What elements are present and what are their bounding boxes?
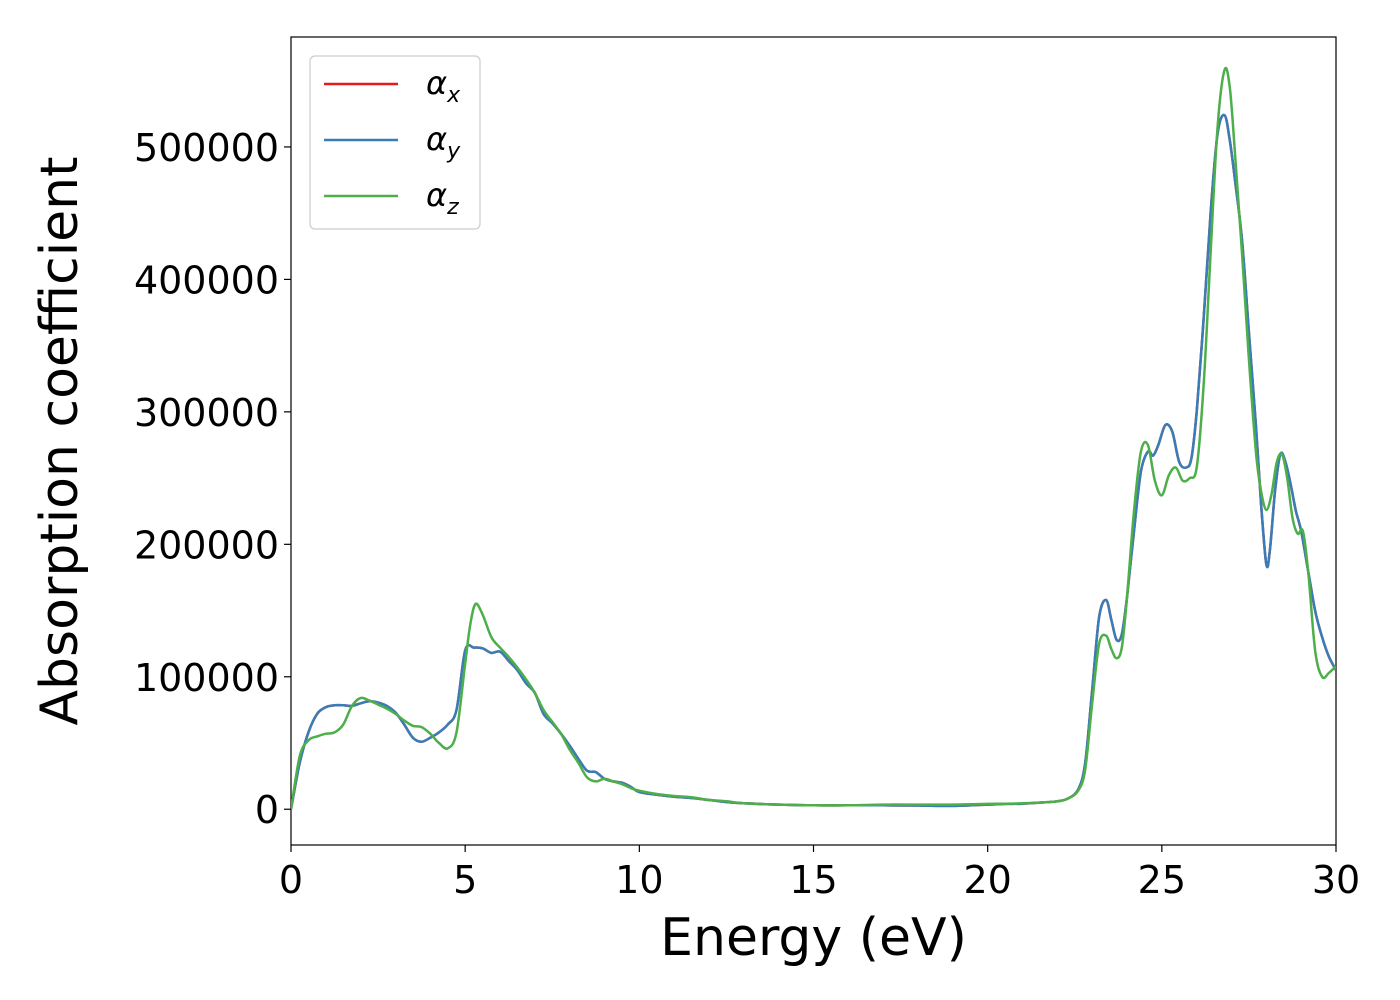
y-tick-label: 300000 (134, 391, 279, 435)
y-tick-label: 0 (255, 788, 279, 832)
legend-box (309, 55, 481, 230)
series-layer (291, 66, 1336, 810)
x-tick-label: 0 (279, 858, 303, 902)
legend-label-sub: x (446, 83, 461, 108)
x-tick-label: 20 (963, 858, 1011, 902)
y-axis-ticks: 0 100000 200000 300000 400000 500000 (134, 126, 291, 832)
legend-label-sub: z (446, 195, 459, 220)
y-tick-label: 500000 (134, 126, 279, 170)
y-tick-label: 200000 (134, 523, 279, 567)
x-tick-label: 30 (1312, 858, 1360, 902)
x-tick-label: 10 (615, 858, 663, 902)
series-line-alpha-z (291, 66, 1336, 810)
y-tick-label: 100000 (134, 656, 279, 700)
legend-label-sub: y (446, 139, 461, 164)
x-tick-label: 5 (453, 858, 477, 902)
x-tick-label: 15 (789, 858, 837, 902)
x-tick-label: 25 (1138, 858, 1186, 902)
y-tick-label: 400000 (134, 258, 279, 302)
y-axis-label: Absorption coefficient (30, 156, 90, 725)
x-axis-label: Energy (eV) (660, 908, 967, 968)
x-axis-ticks: 0 5 10 15 20 25 30 (279, 845, 1360, 902)
